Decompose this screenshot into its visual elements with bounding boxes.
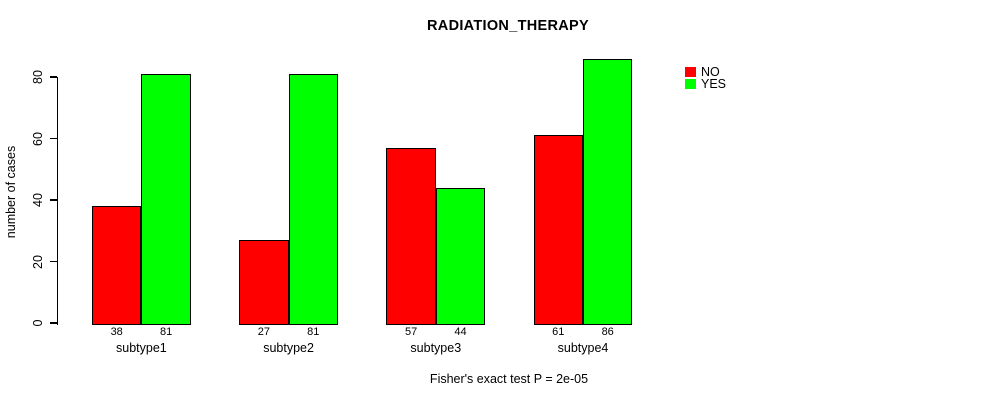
y-tick-mark (49, 76, 57, 78)
y-tick-mark (49, 260, 57, 263)
y-axis-line (56, 77, 59, 325)
x-category-label-subtype1: subtype1 (116, 341, 167, 355)
legend-label-yes: YES (701, 76, 727, 91)
y-tick-mark (49, 199, 57, 201)
y-axis-label: number of cases (4, 145, 18, 239)
bar-yes-subtype2 (288, 73, 338, 325)
bar-no-subtype3 (386, 147, 436, 325)
y-tick-label: 60 (31, 131, 45, 146)
legend-swatch-no (685, 66, 696, 77)
bar-value-no-subtype3: 57 (404, 326, 418, 338)
x-category-label-subtype4: subtype4 (557, 341, 609, 355)
bar-yes-subtype3 (435, 187, 486, 325)
y-tick-label: 20 (31, 254, 45, 269)
y-tick-label: 80 (31, 70, 45, 84)
bar-value-no-subtype4: 61 (552, 326, 565, 338)
bar-yes-subtype4 (583, 58, 633, 325)
legend-label-no: NO (701, 64, 720, 79)
bar-value-no-subtype2: 27 (257, 326, 271, 338)
bar-value-no-subtype1: 38 (110, 326, 123, 338)
x-category-label-subtype2: subtype2 (263, 341, 314, 355)
legend-swatch-yes (685, 78, 696, 90)
bar-value-yes-subtype2: 81 (307, 326, 320, 338)
bar-no-subtype1 (92, 206, 142, 325)
bar-no-subtype4 (533, 135, 583, 325)
bar-yes-subtype1 (141, 73, 191, 325)
chart-title: RADIATION_THERAPY (427, 18, 589, 34)
bar-no-subtype2 (239, 239, 289, 325)
y-tick-label: 40 (31, 193, 45, 207)
y-tick-mark (49, 322, 57, 324)
y-tick-mark (49, 137, 57, 140)
x-category-label-subtype3: subtype3 (410, 341, 462, 355)
y-tick-label: 0 (31, 319, 45, 327)
bar-value-yes-subtype3: 44 (454, 326, 467, 338)
bar-value-yes-subtype4: 86 (601, 326, 614, 338)
fisher-test-annotation: Fisher's exact test P = 2e-05 (429, 372, 589, 386)
bar-value-yes-subtype1: 81 (159, 326, 173, 338)
